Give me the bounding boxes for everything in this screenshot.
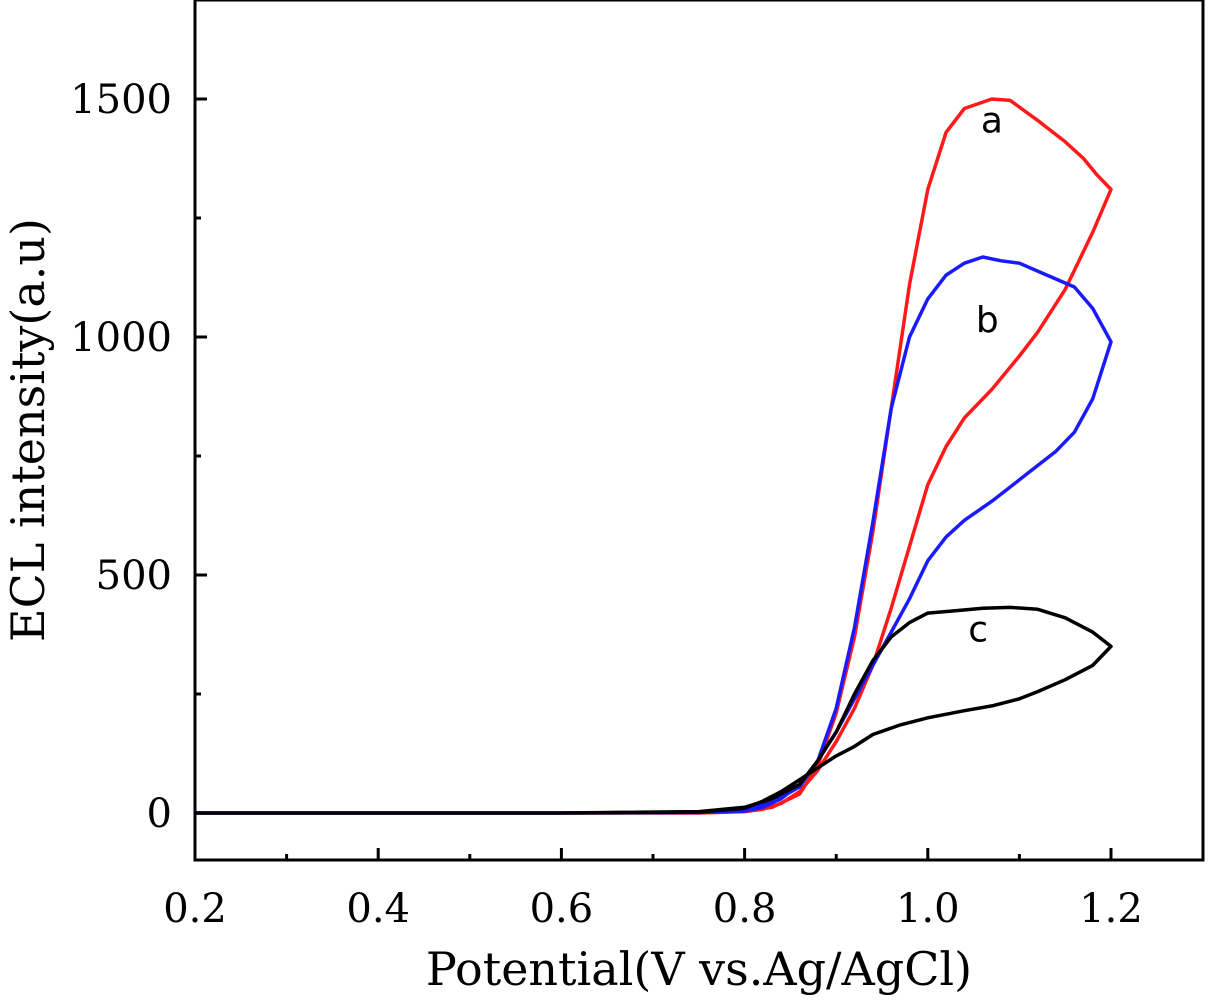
curve-labels: a b c bbox=[968, 100, 1003, 650]
axis-ticks: 0.2 0.4 0.6 0.8 1.0 1.2 0 500 1000 1500 bbox=[70, 77, 1143, 932]
y-tick-label: 1000 bbox=[70, 315, 172, 361]
plot-frame bbox=[193, 0, 1205, 862]
x-axis-title: Potential(V vs.Ag/AgCl) bbox=[426, 942, 972, 996]
series-c-line bbox=[195, 605, 1113, 815]
curve-label-b: b bbox=[976, 300, 999, 341]
y-tick-label: 0 bbox=[147, 791, 172, 837]
series-a-line bbox=[195, 97, 1113, 815]
series-b-line bbox=[195, 255, 1113, 815]
x-tick-label: 0.4 bbox=[346, 886, 410, 932]
x-tick-label: 0.2 bbox=[163, 886, 227, 932]
series-layer bbox=[195, 97, 1113, 815]
curve-label-c: c bbox=[968, 610, 988, 651]
x-tick-label: 1.0 bbox=[896, 886, 960, 932]
y-tick-label: 1500 bbox=[70, 77, 172, 123]
x-tick-label: 1.2 bbox=[1079, 886, 1143, 932]
curve-label-a: a bbox=[981, 100, 1003, 141]
y-tick-label: 500 bbox=[96, 553, 172, 599]
x-tick-label: 0.8 bbox=[713, 886, 777, 932]
y-axis-title: ECL intensity(a.u) bbox=[1, 218, 55, 642]
x-tick-label: 0.6 bbox=[530, 886, 594, 932]
